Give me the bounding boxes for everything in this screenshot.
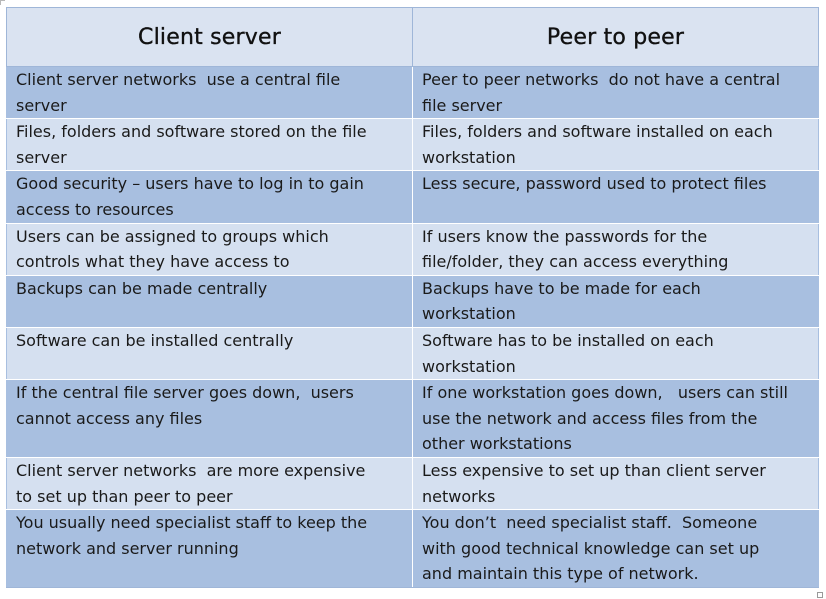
client-server-cell: You usually need specialist staff to kee… [6,509,413,588]
client-server-cell: Users can be assigned to groups which con… [6,222,413,276]
client-server-cell: Backups can be made centrally [6,274,413,328]
cell-text-line: server [16,95,67,115]
cell-text-line: You usually need specialist staff to kee… [16,513,368,533]
client-server-cell: Good security – users have to log in to … [6,170,413,224]
table-row: If the central file server goes down, us… [6,379,819,458]
comparison-table-container: Client server Peer to peer Client server… [6,7,819,588]
client-server-cell: Client server networks are more expensiv… [6,456,413,511]
peer-to-peer-cell: Files, folders and software installed on… [412,118,819,172]
cell-text-line: access to resources [16,199,174,219]
table-row: Users can be assigned to groups which con… [6,222,819,276]
cell-text-line: Backups have to be made for each [422,278,701,298]
client-server-cell: If the central file server goes down, us… [6,379,413,458]
peer-to-peer-cell: If one workstation goes down, users can … [412,379,819,458]
cell-text-line: cannot access any files [16,408,203,428]
cell-text-line: Software has to be installed on each [422,330,714,350]
cell-text-line: Less expensive to set up than client ser… [422,460,766,480]
cell-text-line: Backups can be made centrally [16,278,268,298]
table-row: You usually need specialist staff to kee… [6,509,819,588]
peer-to-peer-cell: Software has to be installed on each work… [412,326,819,381]
cell-text-line: to set up than peer to peer [16,486,233,506]
cell-text-line: If one workstation goes down, users can … [422,383,788,403]
table-row: Good security – users have to log in to … [6,170,819,224]
client-server-cell: Files, folders and software stored on th… [6,118,413,172]
cell-text-line: Software can be installed centrally [16,330,294,350]
cell-text-line: If the central file server goes down, us… [16,383,354,403]
table-row: Client server networks use a central fil… [6,65,819,120]
comparison-table: Client server Peer to peer Client server… [6,7,819,588]
cell-text-line: server [16,147,67,167]
cell-text-line: workstation [422,304,516,324]
cell-text-line: file/folder, they can access everything [422,252,729,272]
cell-text-line: Client server networks use a central fil… [16,70,341,89]
cell-text-line: Users can be assigned to groups which [16,226,329,246]
table-row: Client server networks are more expensiv… [6,456,819,511]
corner-mark [0,0,5,5]
client-server-cell: Client server networks use a central fil… [6,65,413,120]
peer-to-peer-cell: Less expensive to set up than client ser… [412,456,819,511]
cell-text-line: with good technical knowledge can set up [422,538,760,558]
column-header-peer-to-peer: Peer to peer [412,7,819,67]
peer-to-peer-cell: You don’t need specialist staff. Someone… [412,509,819,588]
cell-text-line: Files, folders and software stored on th… [16,122,367,142]
peer-to-peer-cell: Backups have to be made for each workstat… [412,274,819,328]
cell-text-line: You don’t need specialist staff. Someone [422,513,758,533]
cell-text-line: workstation [422,147,516,167]
resize-handle[interactable] [817,592,823,598]
client-server-cell: Software can be installed centrally [6,326,413,381]
cell-text-line: workstation [422,356,516,376]
cell-text-line: If users know the passwords for the [422,226,708,246]
cell-text-line: controls what they have access to [16,252,290,272]
cell-text-line: Files, folders and software installed on… [422,122,773,142]
cell-text-line: network and server running [16,538,239,558]
table-body: Client server networks use a central fil… [6,65,819,588]
cell-text-line: Good security – users have to log in to … [16,174,364,194]
cell-text-line: Peer to peer networks do not have a cent… [422,70,781,89]
peer-to-peer-cell: If users know the passwords for the file/… [412,222,819,276]
table-row: Software can be installed centrally Softw… [6,326,819,381]
peer-to-peer-cell: Peer to peer networks do not have a cent… [412,65,819,120]
header-row: Client server Peer to peer [6,7,819,67]
cell-text-line: and maintain this type of network. [422,564,699,584]
table-row: Backups can be made centrally Backups hav… [6,274,819,328]
cell-text-line: use the network and access files from th… [422,408,758,428]
cell-text-line: other workstations [422,434,572,454]
table-row: Files, folders and software stored on th… [6,118,819,172]
column-header-client-server: Client server [6,7,413,67]
cell-text-line: Less secure, password used to protect fi… [422,174,767,194]
cell-text-line: networks [422,486,496,506]
peer-to-peer-cell: Less secure, password used to protect fi… [412,170,819,224]
cell-text-line: file server [422,95,503,115]
cell-text-line: Client server networks are more expensiv… [16,460,366,480]
